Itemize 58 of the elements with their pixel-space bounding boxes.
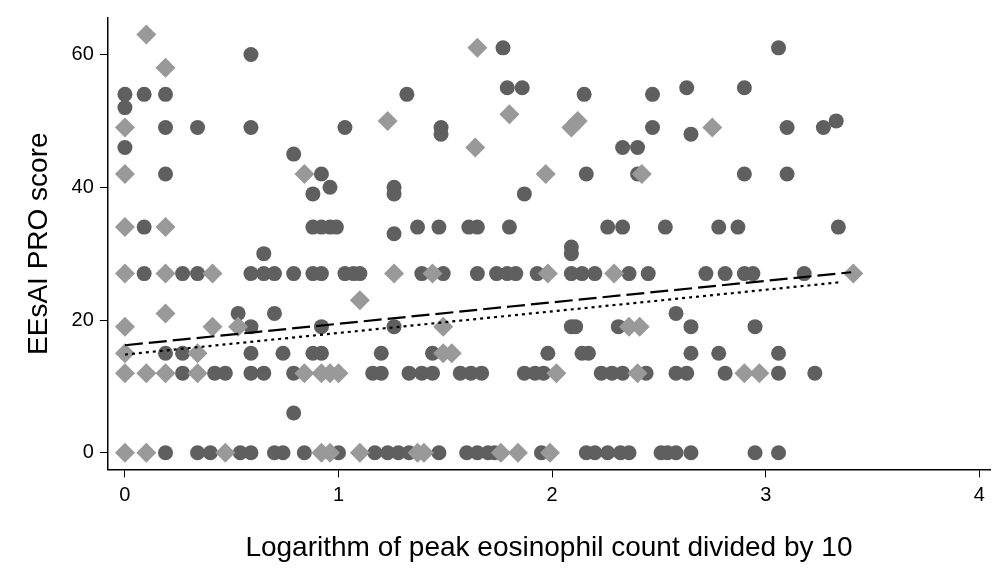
point [114,164,135,184]
y-axis-title: EEsAI PRO score [21,132,53,355]
point [155,217,176,238]
x-tick-label: 0 [119,482,131,505]
point [627,363,648,384]
point [349,442,370,463]
point [377,110,398,131]
point [546,363,567,384]
point [136,24,157,45]
point [114,363,135,384]
point [228,316,249,337]
point [155,57,176,78]
point [294,164,315,184]
point [490,442,511,463]
point [114,442,135,463]
point [843,263,864,284]
x-tick-label: 1 [332,482,345,505]
point [114,263,135,284]
point [294,363,315,384]
point [155,363,176,384]
point [535,164,556,184]
point [215,442,236,463]
x-tick-label: 2 [546,482,558,505]
point [187,363,208,384]
point [136,442,157,463]
point [507,442,528,463]
point [114,316,135,337]
x-tick-label: 3 [760,482,772,505]
point [734,363,755,384]
point [567,110,588,131]
point [604,263,625,284]
point [749,363,770,384]
point [465,137,486,158]
point [202,263,223,284]
point [114,343,135,364]
point [155,263,176,284]
y-tick-label: 60 [71,42,94,65]
y-tick-label: 20 [71,307,94,330]
point [702,117,723,138]
point [114,217,135,238]
point [537,263,558,284]
point [114,117,135,138]
x-tick-label: 4 [973,482,985,505]
point [467,37,488,58]
point [631,164,652,184]
point [187,343,208,364]
point [384,263,405,284]
point [499,104,520,125]
point [136,363,157,384]
y-tick-label: 40 [71,174,94,197]
point [422,263,443,284]
point [433,316,454,337]
y-tick-label: 0 [82,440,94,463]
point [202,316,223,337]
x-axis-title: Logarithm of peak eosinophil count divided by 10 [245,530,853,562]
point [539,442,560,463]
point [349,290,370,311]
point [155,303,176,324]
